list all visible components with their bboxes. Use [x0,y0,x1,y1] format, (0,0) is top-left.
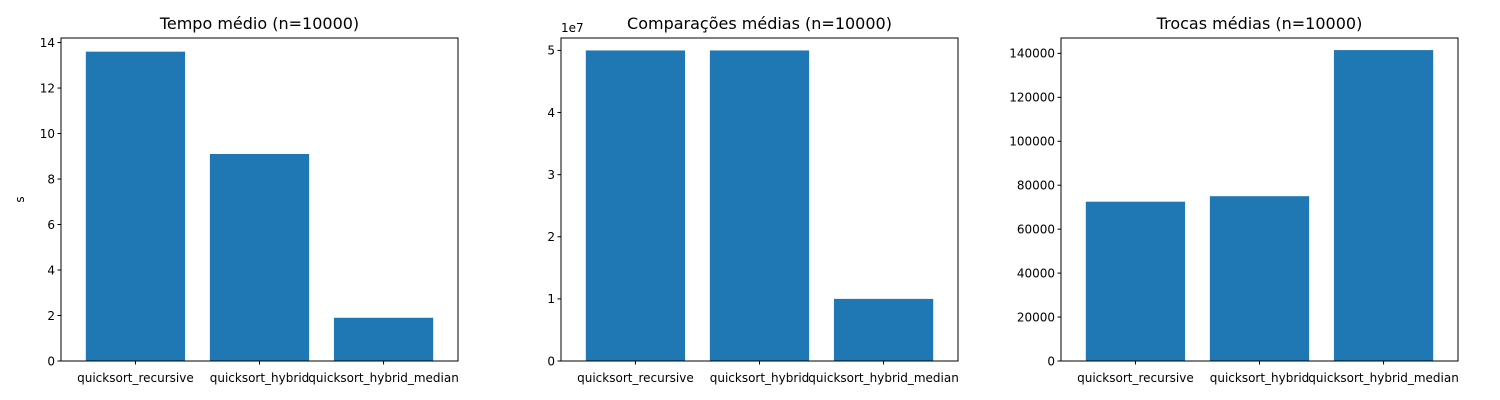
bar-quicksort-recursive [85,51,186,362]
y-tick-label: 6 [47,218,55,232]
y-tick-label: 12 [40,81,55,95]
y-tick-label: 120000 [1009,91,1055,105]
x-tick-label: quicksort_recursive [577,371,694,385]
chart-title: Comparações médias (n=10000) [627,14,892,33]
chart-title: Trocas médias (n=10000) [1156,14,1363,33]
y-tick-label: 2 [47,309,55,323]
y-axis-offset-label: 1e7 [561,21,584,35]
x-tick-label: quicksort_hybrid_median [808,371,959,385]
y-tick-label: 140000 [1009,47,1055,61]
y-tick-label: 40000 [1017,266,1055,280]
chart-panel-3: 0 20000 40000 60000 80000 100000 120000 140000 q… [1009,14,1459,385]
bar-quicksort-recursive [1085,201,1186,361]
y-tick-label: 80000 [1017,179,1055,193]
y-tick-label: 3 [547,168,555,182]
bar-quicksort-recursive [585,50,686,361]
y-tick-label: 10 [40,127,55,141]
y-tick-label: 100000 [1009,135,1055,149]
y-tick-label: 5 [547,44,555,58]
y-tick-label: 14 [40,36,55,50]
y-tick-label: 4 [47,263,55,277]
chart-title: Tempo médio (n=10000) [159,14,359,33]
bar-quicksort-hybrid [209,154,310,361]
y-tick-label: 0 [47,354,55,368]
bar-quicksort-hybrid-median [833,298,934,361]
y-tick-label: 60000 [1017,222,1055,236]
y-tick-label: 0 [1047,354,1055,368]
y-tick-label: 4 [547,106,555,120]
x-tick-label: quicksort_recursive [77,371,194,385]
bar-quicksort-hybrid-median [333,317,434,361]
bar-quicksort-hybrid [1209,196,1310,361]
y-tick-label: 2 [547,230,555,244]
x-tick-label: quicksort_hybrid_median [1308,371,1459,385]
x-tick-label: quicksort_hybrid_median [308,371,459,385]
x-tick-label: quicksort_hybrid [1210,371,1310,385]
x-tick-label: quicksort_recursive [1077,371,1194,385]
y-tick-label: 8 [47,172,55,186]
y-tick-label: 1 [547,292,555,306]
y-tick-label: 0 [547,354,555,368]
chart-panel-1: 0 2 4 6 8 10 12 14 quicksort_recursive quicksort_… [13,14,459,385]
chart-panel-2: 0 1 2 3 4 5 quicksort_recursive quicksort_hybri… [547,14,958,385]
x-tick-label: quicksort_hybrid [210,371,310,385]
y-axis-label: s [13,196,27,202]
y-tick-label: 20000 [1017,310,1055,324]
bar-quicksort-hybrid-median [1333,50,1434,362]
x-tick-label: quicksort_hybrid [710,371,810,385]
bar-quicksort-hybrid [709,50,810,361]
